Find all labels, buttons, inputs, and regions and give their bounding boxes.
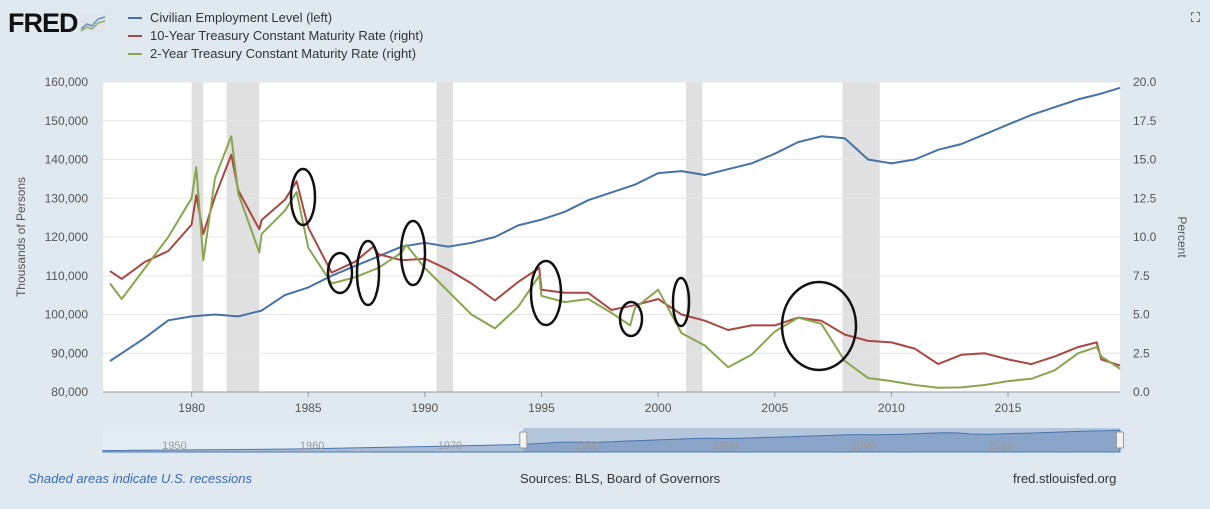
y-tick-left: 160,000 <box>45 75 89 89</box>
navigator-tick-label: 1980 <box>576 440 600 452</box>
site-link[interactable]: fred.stlouisfed.org <box>1013 471 1117 486</box>
x-tick-label: 1990 <box>412 401 439 415</box>
annotation-circle <box>671 276 691 328</box>
annotation-circle <box>326 251 354 295</box>
legend-item-2y[interactable]: 2-Year Treasury Constant Maturity Rate (… <box>128 45 423 63</box>
y-tick-right: 10.0 <box>1133 230 1157 244</box>
fred-logo[interactable]: FRED <box>8 8 106 39</box>
legend: Civilian Employment Level (left) 10-Year… <box>128 9 423 63</box>
navigator-tick-label: 2010 <box>989 440 1013 452</box>
annotation-circle <box>399 219 427 287</box>
expand-icon[interactable]: ⛶ <box>1190 10 1200 25</box>
legend-label: 10-Year Treasury Constant Maturity Rate … <box>150 28 424 43</box>
y-tick-left: 110,000 <box>46 269 89 283</box>
annotation-circle <box>529 259 563 327</box>
navigator-tick-label: 1960 <box>300 440 324 452</box>
series-line-2y <box>109 135 1121 389</box>
navigator-selection <box>523 428 1120 452</box>
navigator-tick-label: 1970 <box>438 440 462 452</box>
navigator-series <box>102 429 1121 453</box>
navigator-tick-label: 1990 <box>713 440 737 452</box>
y-tick-right: 12.5 <box>1133 191 1157 205</box>
legend-item-employment[interactable]: Civilian Employment Level (left) <box>128 9 423 27</box>
x-tick-label: 1980 <box>178 401 205 415</box>
y-tick-left: 140,000 <box>45 153 89 167</box>
annotation-circle <box>289 167 317 227</box>
y-tick-left: 120,000 <box>45 230 89 244</box>
series-line-employment <box>109 86 1121 362</box>
y-tick-left: 130,000 <box>45 191 89 205</box>
y-tick-right: 17.5 <box>1133 114 1157 128</box>
y-tick-right: 5.0 <box>1133 308 1150 322</box>
x-tick-label: 2010 <box>878 401 905 415</box>
annotation-circle <box>618 300 644 338</box>
y-tick-left: 90,000 <box>51 346 88 360</box>
annotation-circle <box>355 239 381 307</box>
navigator-handle[interactable] <box>519 431 528 449</box>
recession-note: Shaded areas indicate U.S. recessions <box>28 471 253 486</box>
y-tick-right: 15.0 <box>1133 153 1157 167</box>
x-tick-label: 2005 <box>761 401 788 415</box>
annotation-circle <box>780 280 858 372</box>
legend-label: Civilian Employment Level (left) <box>150 10 333 25</box>
annotations <box>289 167 858 372</box>
y-axis-title-right: Percent <box>1175 216 1189 258</box>
sources: Sources: BLS, Board of Governors <box>520 471 721 486</box>
x-tick-label: 2015 <box>995 401 1022 415</box>
navigator-tick-label: 1950 <box>162 440 186 452</box>
y-tick-left: 150,000 <box>45 114 89 128</box>
y-axis-title-left: Thousands of Persons <box>14 177 28 297</box>
chart-logo-icon <box>79 14 106 32</box>
y-tick-right: 20.0 <box>1133 75 1157 89</box>
legend-item-10y[interactable]: 10-Year Treasury Constant Maturity Rate … <box>128 27 423 45</box>
y-tick-left: 80,000 <box>51 385 88 399</box>
x-tick-label: 1995 <box>528 401 555 415</box>
navigator-tick-label: 2000 <box>851 440 875 452</box>
x-tick-label: 1985 <box>295 401 322 415</box>
y-tick-right: 0.0 <box>1133 385 1150 399</box>
navigator-handle[interactable] <box>1116 431 1124 449</box>
y-tick-right: 7.5 <box>1133 269 1150 283</box>
legend-label: 2-Year Treasury Constant Maturity Rate (… <box>150 46 417 61</box>
x-tick-label: 2000 <box>645 401 672 415</box>
y-tick-left: 100,000 <box>45 308 89 322</box>
y-tick-right: 2.5 <box>1133 346 1150 360</box>
